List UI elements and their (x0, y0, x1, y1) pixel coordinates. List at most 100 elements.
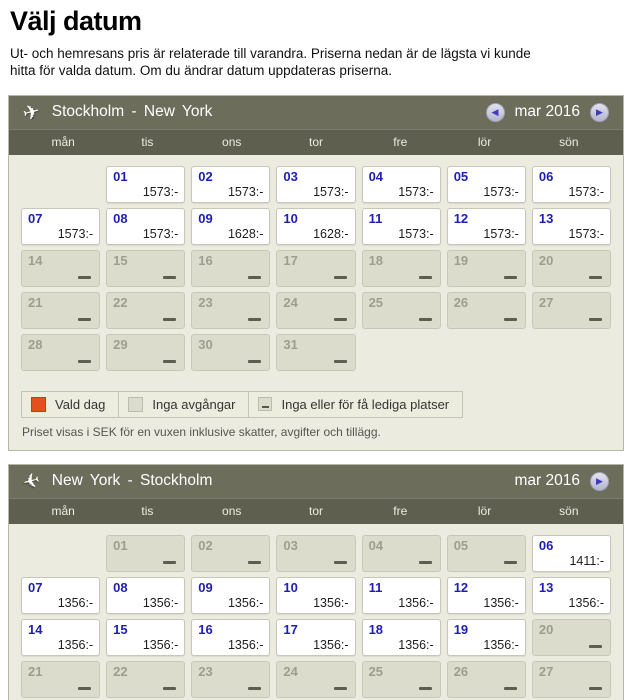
return-calendar: ✈ New York - Stockholm ◀ mar 2016 ▶ mån t… (8, 463, 624, 700)
day-cell-06[interactable]: 06 1411:- (531, 534, 611, 572)
day-cell-08[interactable]: 08 1356:- (106, 576, 186, 614)
price-label: 1628:- (227, 226, 264, 241)
legend-label: Inga eller för få lediga platser (281, 396, 450, 412)
day-number: 08 (113, 579, 128, 595)
day-number: 25 (368, 663, 384, 679)
weekday-label-tor: tor (308, 135, 323, 150)
day-number: 18 (368, 252, 384, 268)
day-number: 18 (368, 621, 384, 637)
price-label: 1356:- (313, 637, 349, 652)
no-seats-dash-icon (418, 275, 432, 279)
return-calendar-header: ✈ New York - Stockholm ◀ mar 2016 ▶ (9, 464, 623, 498)
legend-item-unavailable: Inga avgångar (119, 391, 250, 417)
day-cell-14[interactable]: 14 1356:- (21, 618, 101, 656)
price-label: 1356:- (483, 637, 519, 652)
no-seats-dash-icon (78, 275, 92, 279)
no-seats-dash-icon (589, 644, 602, 648)
no-seats-dash-icon (333, 359, 347, 363)
next-month-button[interactable]: ▶ (590, 102, 609, 122)
price-label: 1356:- (227, 595, 264, 610)
day-number: 09 (198, 210, 213, 226)
day-cell-09[interactable]: 09 1628:- (191, 207, 271, 245)
price-label: 1573:- (483, 226, 519, 241)
day-number: 27 (538, 294, 554, 310)
calendar-week-row: 01 1573:- 02 1573:- 03 1573:- 04 1573:- 05 1573:-… (21, 165, 611, 203)
day-number: 13 (538, 579, 554, 595)
day-cell-19[interactable]: 19 1356:- (446, 618, 526, 656)
calendar-week-row: 01 02 03 04 05 06 1411:- (21, 534, 611, 572)
legend-label: Inga avgångar (152, 396, 236, 412)
price-label: 1356:- (142, 595, 179, 610)
weekday-label-lör: lör (477, 135, 492, 150)
day-number: 22 (113, 294, 128, 310)
day-cell-10[interactable]: 10 1628:- (276, 207, 356, 245)
day-cell-08[interactable]: 08 1573:- (106, 207, 186, 245)
day-cell-13[interactable]: 13 1356:- (531, 576, 611, 614)
no-seats-dash-icon (333, 686, 347, 690)
day-cell-15[interactable]: 15 1356:- (106, 618, 186, 656)
price-label: 1573:- (568, 184, 604, 199)
day-number: 19 (453, 621, 469, 637)
day-cell-23: 23 (191, 291, 271, 329)
return-calendar-body: 01 02 03 04 05 06 1411:- 07 1356:- 08 1356:- 09 1356… (9, 523, 623, 700)
day-cell-04: 04 (361, 534, 441, 572)
prev-arrow-icon: ◀ (491, 107, 499, 118)
day-cell-12[interactable]: 12 1573:- (446, 207, 526, 245)
page-title: Välj datum (10, 6, 142, 36)
day-number: 11 (368, 579, 383, 595)
empty-cell (532, 334, 611, 371)
day-number: 01 (113, 537, 128, 553)
price-label: 1573:- (227, 184, 264, 199)
day-cell-17[interactable]: 17 1356:- (276, 618, 356, 656)
day-number: 01 (113, 168, 128, 184)
day-number: 13 (538, 210, 554, 226)
day-cell-05[interactable]: 05 1573:- (446, 165, 526, 203)
day-cell-01[interactable]: 01 1573:- (106, 165, 186, 203)
day-cell-10[interactable]: 10 1356:- (276, 576, 356, 614)
day-cell-19: 19 (446, 249, 526, 287)
price-label: 1356:- (227, 637, 264, 652)
day-number: 08 (113, 210, 128, 226)
day-cell-11[interactable]: 11 1356:- (361, 576, 441, 614)
day-cell-07[interactable]: 07 1356:- (21, 576, 101, 614)
price-label: 1356:- (142, 637, 179, 652)
day-cell-16[interactable]: 16 1356:- (191, 618, 271, 656)
no-seats-dash-icon (418, 317, 432, 321)
day-number: 25 (368, 294, 384, 310)
day-cell-13[interactable]: 13 1573:- (531, 207, 611, 245)
outbound-route-label: Stockholm - New York (51, 103, 213, 121)
previous-month-button[interactable]: ◀ (485, 102, 505, 122)
day-cell-03[interactable]: 03 1573:- (276, 165, 356, 203)
outbound-month-label: mar 2016 (514, 103, 580, 121)
price-label: 1573:- (483, 184, 519, 199)
no-seats-dash-icon (163, 686, 177, 690)
departure-plane-icon: ✈ (20, 100, 43, 126)
day-number: 20 (538, 252, 554, 268)
day-number: 11 (368, 210, 383, 226)
day-cell-11[interactable]: 11 1573:- (361, 207, 441, 245)
next-month-button[interactable]: ▶ (590, 471, 609, 491)
day-cell-06[interactable]: 06 1573:- (531, 165, 611, 203)
day-cell-04[interactable]: 04 1573:- (361, 165, 441, 203)
day-cell-25: 25 (361, 660, 441, 698)
price-label: 1573:- (142, 184, 179, 199)
day-cell-18[interactable]: 18 1356:- (361, 618, 441, 656)
day-cell-02[interactable]: 02 1573:- (191, 165, 271, 203)
day-cell-07[interactable]: 07 1573:- (21, 207, 101, 245)
no-seats-dash-icon (503, 686, 517, 690)
no-seats-dash-icon (589, 686, 602, 690)
no-seats-dash-icon (333, 560, 347, 564)
price-label: 1356:- (483, 595, 519, 610)
calendar-week-row: 21 22 23 24 25 26 27 (21, 291, 611, 329)
price-label: 1411:- (569, 553, 604, 568)
next-arrow-icon: ▶ (596, 107, 603, 118)
day-cell-12[interactable]: 12 1356:- (446, 576, 526, 614)
day-cell-31: 31 (276, 333, 356, 371)
weekday-header-row: mån tis ons tor fre lör sön (9, 497, 623, 524)
day-cell-15: 15 (106, 249, 186, 287)
day-cell-22: 22 (106, 291, 186, 329)
calendar-week-row: 14 1356:- 15 1356:- 16 1356:- 17 1356:- 18 1356:-… (21, 618, 611, 656)
day-cell-09[interactable]: 09 1356:- (191, 576, 271, 614)
empty-cell (21, 535, 100, 572)
day-cell-20: 20 (531, 618, 611, 656)
